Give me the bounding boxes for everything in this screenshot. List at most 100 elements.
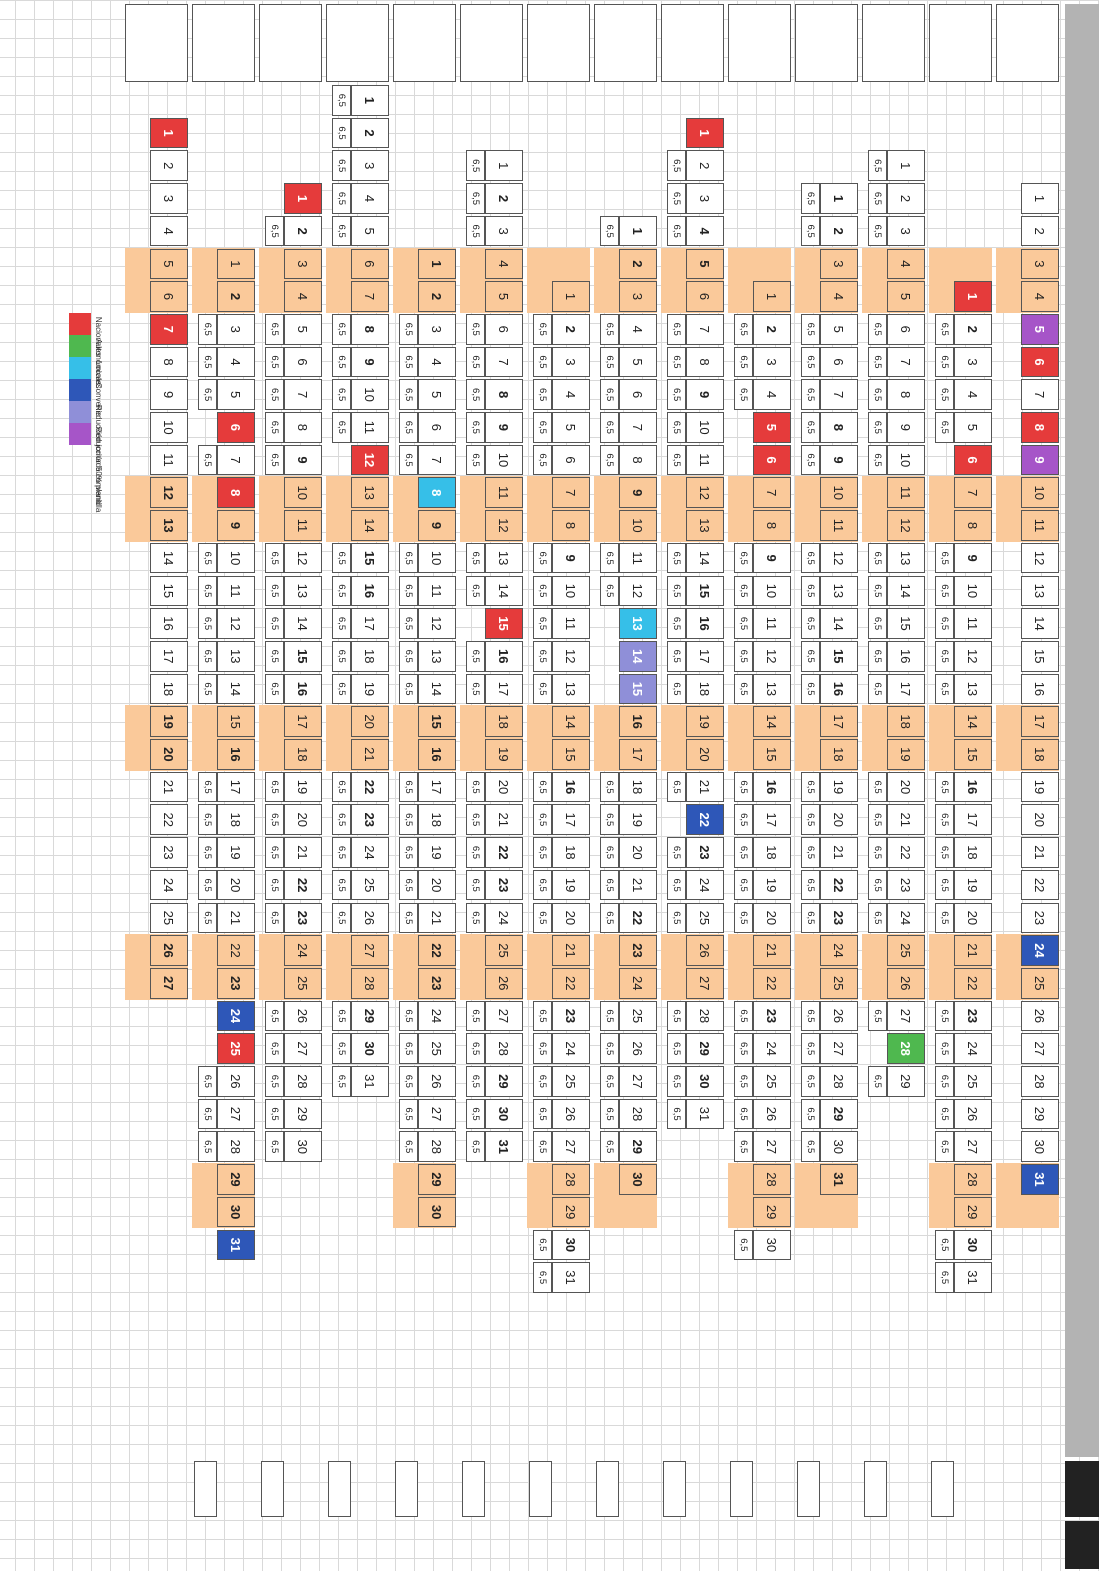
day-cell: 27: [217, 1098, 255, 1130]
day-cell: 4: [150, 215, 188, 247]
day-cell: 5: [485, 281, 523, 312]
day-cell: 10: [217, 542, 255, 574]
hours-cell: 6,5: [600, 575, 619, 607]
hours-cell: 6,5: [600, 1033, 619, 1064]
day-cell: 25: [351, 869, 389, 901]
hours-cell: 6,5: [198, 444, 217, 476]
hours-cell: 6,5: [600, 444, 619, 476]
day-cell: 16: [150, 608, 188, 639]
day-cell: 15: [753, 739, 791, 770]
day-cell: 3: [150, 183, 188, 214]
hours-cell: 6,5: [466, 183, 485, 214]
day-cell: 15: [887, 608, 925, 639]
day-cell: 13: [418, 640, 456, 672]
day-cell: 14: [954, 706, 992, 737]
day-cell: 21: [619, 869, 657, 901]
hours-cell: 6,5: [198, 869, 217, 901]
hours-cell: 6,5: [935, 804, 954, 836]
day-letter: [1067, 1065, 1083, 1098]
day-cell: 2: [753, 313, 791, 345]
day-cell: 4: [619, 313, 657, 345]
day-cell: 13: [619, 608, 657, 639]
day-cell: 13: [217, 640, 255, 672]
day-cell: 12: [217, 608, 255, 639]
day-cell: 27: [753, 1131, 791, 1163]
day-cell: 8: [954, 510, 992, 541]
day-cell: 29: [217, 1164, 255, 1195]
day-cell: 27: [887, 1000, 925, 1032]
month-hours: [864, 1461, 887, 1518]
day-cell: 24: [887, 902, 925, 934]
hours-cell: 6,5: [265, 1066, 284, 1097]
day-cell: 24: [351, 837, 389, 868]
day-cell: 4: [753, 379, 791, 410]
day-cell: 20: [753, 902, 791, 934]
day-letter: [1067, 313, 1083, 346]
day-cell: 29: [1021, 1098, 1059, 1130]
hours-cell: 6,5: [332, 771, 351, 803]
day-cell: 9: [686, 379, 724, 410]
day-cell: 16: [619, 706, 657, 737]
hours-cell: 6,5: [935, 412, 954, 443]
hours-cell: 6,5: [332, 379, 351, 410]
hours-cell: 6,5: [734, 771, 753, 803]
day-letter: [1067, 738, 1083, 771]
day-cell: 16: [284, 673, 322, 705]
hours-cell: 6,5: [399, 640, 418, 672]
day-cell: 29: [552, 1196, 590, 1228]
hours-cell: 6,5: [600, 804, 619, 836]
hours-cell: 6,5: [466, 1000, 485, 1032]
hours-cell: 6,5: [935, 1033, 954, 1064]
hours-cell: 6,5: [332, 183, 351, 214]
day-letter: [1067, 575, 1083, 608]
day-cell: 8: [150, 346, 188, 378]
day-cell: 15: [217, 706, 255, 737]
month-label: [527, 4, 590, 82]
day-cell: 3: [1021, 248, 1059, 280]
hours-cell: 6,5: [734, 1098, 753, 1130]
day-cell: 5: [150, 248, 188, 280]
hours-cell: 6,5: [868, 673, 887, 705]
hours-cell: 6,5: [801, 379, 820, 410]
day-cell: 13: [686, 510, 724, 541]
hours-cell: 6,5: [868, 346, 887, 378]
hours-cell: 6,5: [667, 183, 686, 214]
day-letter: [1067, 640, 1083, 673]
day-letter: [1067, 1392, 1083, 1425]
day-cell: 13: [753, 673, 791, 705]
hours-cell: 6,5: [600, 1098, 619, 1130]
day-cell: 24: [753, 1033, 791, 1064]
day-cell: 26: [150, 935, 188, 966]
day-cell: 22: [954, 967, 992, 999]
day-cell: 2: [418, 281, 456, 312]
day-cell: 14: [485, 575, 523, 607]
hours-cell: 6,5: [533, 1066, 552, 1097]
hours-cell: 6,5: [801, 1033, 820, 1064]
hours-cell: 6,5: [466, 1033, 485, 1064]
day-cell: 27: [954, 1131, 992, 1163]
day-cell: 17: [284, 706, 322, 737]
hours-cell: 6,5: [801, 837, 820, 868]
day-cell: 14: [552, 706, 590, 737]
day-cell: 13: [284, 575, 322, 607]
day-cell: 18: [485, 706, 523, 737]
day-cell: 5: [351, 215, 389, 247]
hours-cell: 6,5: [332, 1000, 351, 1032]
hours-cell: 6,5: [533, 575, 552, 607]
hours-cell: 6,5: [265, 837, 284, 868]
month-hours: [931, 1461, 954, 1518]
day-cell: 17: [887, 673, 925, 705]
legend-swatch: [69, 378, 91, 401]
hours-cell: 6,5: [801, 673, 820, 705]
day-cell: 21: [418, 902, 456, 934]
hours-cell: 6,5: [399, 542, 418, 574]
month-jornadas: [472, 1521, 495, 1569]
day-cell: 12: [485, 510, 523, 541]
day-cell: 12: [820, 542, 858, 574]
day-cell: 8: [552, 510, 590, 541]
day-cell: 17: [552, 804, 590, 836]
hours-cell: 6,5: [667, 542, 686, 574]
day-cell: 7: [619, 412, 657, 443]
day-cell: 12: [753, 640, 791, 672]
day-cell: 19: [284, 771, 322, 803]
